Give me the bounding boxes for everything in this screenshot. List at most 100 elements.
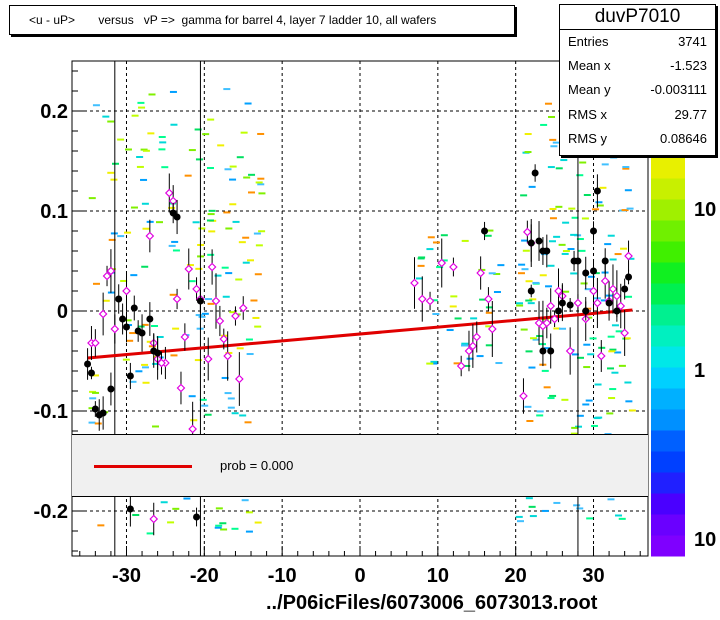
histogram-bin [107, 120, 115, 123]
histogram-bin [576, 174, 584, 177]
palette-swatch [651, 283, 685, 305]
histogram-bin [521, 239, 529, 242]
histogram-bin [252, 316, 260, 319]
magenta-point [589, 286, 598, 296]
histogram-bin [138, 106, 146, 109]
black-point [590, 267, 598, 275]
magenta-point [519, 391, 528, 401]
histogram-bin [547, 115, 555, 118]
magenta-point [238, 303, 248, 313]
plot-title-box: <u - uP> versus vP => gamma for barrel 4… [9, 5, 515, 35]
histogram-bin [485, 325, 493, 328]
black-point [554, 307, 562, 315]
histogram-bin [217, 144, 225, 147]
black-point [582, 269, 590, 277]
histogram-bin [97, 524, 105, 527]
black-point [582, 307, 590, 315]
magenta-point [106, 266, 116, 276]
histogram-bin [108, 238, 116, 241]
histogram-bin [528, 366, 536, 369]
histogram-bin [201, 312, 209, 315]
histogram-bin [152, 362, 160, 365]
histogram-bin [221, 376, 229, 379]
histogram-bin [607, 498, 615, 501]
magenta-point [219, 334, 229, 344]
histogram-bin [183, 497, 191, 500]
histogram-bin [461, 342, 469, 345]
histogram-bin [524, 151, 532, 154]
histogram-bin [446, 329, 454, 332]
histogram-bin [194, 359, 202, 362]
black-point [119, 315, 127, 323]
histogram-bin [461, 239, 469, 242]
magenta-point [593, 298, 602, 308]
magenta-point [176, 383, 186, 393]
histogram-bin [172, 249, 180, 252]
histogram-bin [561, 252, 569, 255]
histogram-bin [607, 335, 615, 338]
black-point [126, 505, 134, 513]
histogram-bin [129, 332, 137, 335]
histogram-bin [484, 234, 492, 237]
histogram-bin [112, 162, 120, 165]
histogram-bin [540, 123, 548, 126]
y-tick-label: 0.2 [40, 101, 68, 123]
histogram-bin [94, 422, 102, 425]
histogram-bin [548, 240, 556, 243]
histogram-bin [242, 261, 250, 264]
palette-tick-label: 1 [694, 360, 705, 382]
histogram-bin [524, 133, 532, 136]
histogram-bin [583, 194, 591, 197]
histogram-bin [214, 274, 222, 277]
histogram-bin [517, 272, 525, 275]
histogram-bin [570, 432, 578, 435]
histogram-bin [589, 337, 597, 340]
black-point [154, 349, 162, 357]
histogram-bin [611, 324, 619, 327]
histogram-bin [592, 272, 600, 275]
histogram-bin [129, 380, 137, 383]
histogram-bin [526, 420, 534, 423]
histogram-bin [137, 325, 145, 328]
histogram-bin [518, 263, 526, 266]
stats-key: RMS x [568, 107, 607, 122]
palette-swatch [651, 367, 685, 389]
histogram-bin [608, 350, 616, 353]
histogram-bin [156, 335, 164, 338]
histogram-bin [418, 256, 426, 259]
histogram-bin [536, 335, 544, 338]
magenta-point [472, 332, 482, 342]
histogram-bin [626, 207, 634, 210]
histogram-bin [581, 217, 589, 220]
histogram-bin [590, 424, 598, 427]
histogram-bin [229, 165, 237, 168]
black-point [99, 409, 107, 417]
histogram-bin [528, 185, 536, 188]
histogram-bin [160, 501, 168, 504]
histogram-bin [214, 526, 222, 529]
histogram-bin [541, 369, 549, 372]
histogram-bin [170, 123, 178, 126]
histogram-bin [146, 340, 154, 343]
histogram-bin [136, 165, 144, 168]
palette-swatch [651, 178, 685, 200]
histogram-bin [227, 397, 235, 400]
histogram-bin [188, 280, 196, 283]
stats-row-rms-y: RMS y 0.08646 [568, 131, 707, 151]
palette-swatch [651, 262, 685, 284]
histogram-bin [454, 317, 462, 320]
histogram-bin [553, 235, 561, 238]
palette-swatch [651, 157, 685, 179]
histogram-bin [609, 388, 617, 391]
histogram-bin [207, 253, 215, 256]
histogram-bin [609, 348, 617, 351]
histogram-bin [624, 381, 632, 384]
histogram-bin [223, 88, 231, 91]
stats-row-mean-y: Mean y -0.003111 [568, 82, 707, 102]
histogram-bin [219, 522, 227, 525]
magenta-point [484, 294, 493, 304]
histogram-bin [255, 244, 263, 247]
magenta-point [624, 251, 633, 261]
axes: -30 -20 -10 0 10 20 30 0.2 0.1 0 -0.1 -0.2 [34, 60, 649, 587]
